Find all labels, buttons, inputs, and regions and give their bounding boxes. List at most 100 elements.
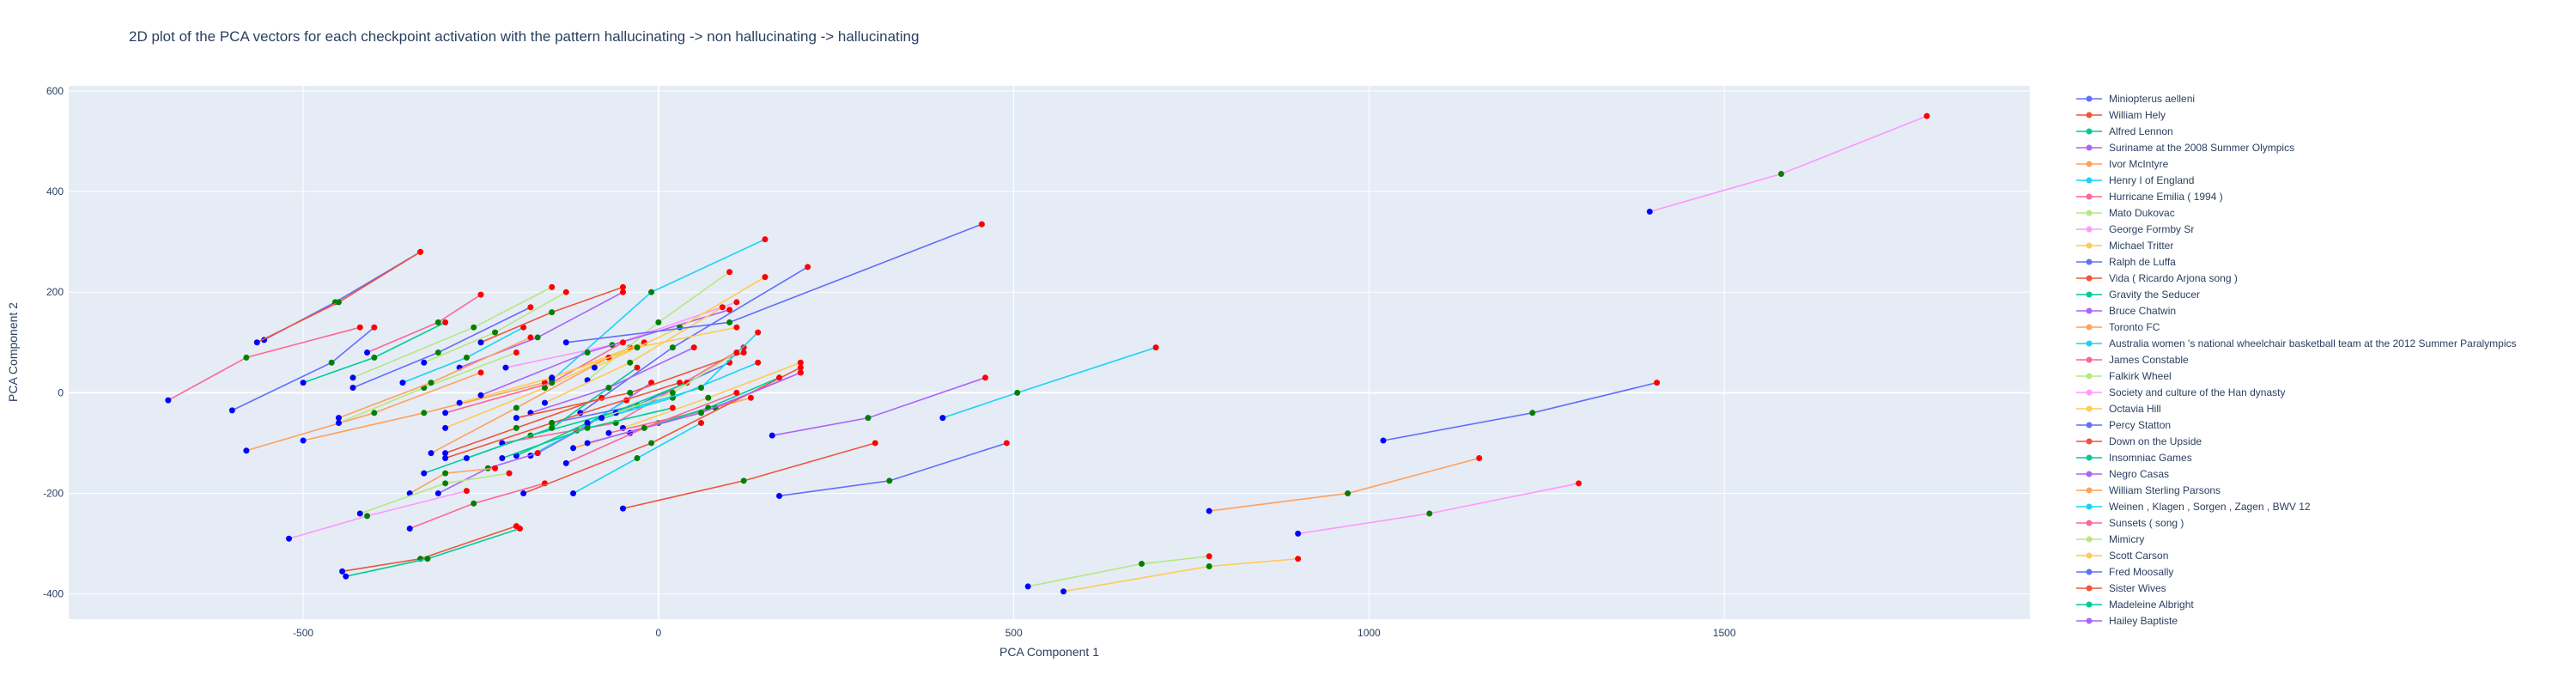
data-point[interactable] — [562, 339, 569, 346]
series-trace[interactable] — [1646, 112, 1930, 215]
data-point[interactable] — [634, 455, 641, 462]
series-trace[interactable] — [1024, 553, 1212, 590]
data-point[interactable] — [762, 274, 769, 281]
data-point[interactable] — [534, 334, 541, 341]
series-trace[interactable] — [577, 264, 811, 416]
data-point[interactable] — [442, 470, 449, 477]
data-point[interactable] — [726, 269, 733, 276]
series-trace[interactable] — [442, 339, 626, 416]
series-trace[interactable] — [349, 283, 556, 381]
data-point[interactable] — [733, 389, 740, 396]
data-point[interactable] — [570, 445, 577, 452]
legend-item[interactable]: Society and culture of the Han dynasty — [2076, 386, 2285, 398]
data-point[interactable] — [939, 415, 946, 422]
series-trace[interactable] — [499, 344, 747, 447]
legend-item[interactable]: Sunsets ( song ) — [2076, 517, 2184, 529]
data-point[interactable] — [228, 407, 235, 414]
data-point[interactable] — [1024, 583, 1031, 590]
legend-item[interactable]: Insomniac Games — [2076, 452, 2192, 464]
data-point[interactable] — [677, 324, 683, 331]
legend-item[interactable]: Down on the Upside — [2076, 435, 2202, 447]
data-point[interactable] — [516, 526, 523, 532]
legend-item[interactable]: Hurricane Emilia ( 1994 ) — [2076, 191, 2223, 203]
data-point[interactable] — [406, 526, 413, 532]
legend-item[interactable]: William Hely — [2076, 109, 2166, 121]
data-point[interactable] — [1003, 440, 1010, 447]
legend-item[interactable]: Toronto FC — [2076, 321, 2160, 333]
series-trace[interactable] — [243, 369, 484, 454]
series-trace[interactable] — [619, 359, 804, 431]
series-trace[interactable] — [1060, 556, 1302, 595]
legend-item[interactable]: Suriname at the 2008 Summer Olympics — [2076, 142, 2294, 154]
legend-item[interactable]: Scott Carson — [2076, 550, 2168, 562]
data-point[interactable] — [698, 420, 705, 427]
legend-item[interactable]: Madeleine Albright — [2076, 599, 2194, 611]
data-point[interactable] — [726, 319, 733, 325]
data-point[interactable] — [562, 289, 569, 295]
data-point[interactable] — [584, 440, 591, 447]
data-point[interactable] — [286, 535, 293, 542]
data-point[interactable] — [442, 455, 449, 462]
data-point[interactable] — [339, 568, 346, 575]
series-trace[interactable] — [335, 334, 534, 422]
data-point[interactable] — [477, 339, 484, 346]
data-point[interactable] — [549, 424, 556, 431]
data-point[interactable] — [356, 324, 363, 331]
series-trace[interactable] — [499, 404, 676, 462]
data-point[interactable] — [584, 424, 591, 431]
legend-item[interactable]: Falkirk Wheel — [2076, 370, 2172, 382]
series-trace[interactable] — [228, 324, 378, 414]
data-point[interactable] — [349, 385, 356, 392]
series-trace[interactable] — [549, 324, 740, 381]
data-point[interactable] — [349, 374, 356, 381]
data-point[interactable] — [705, 394, 712, 401]
data-point[interactable] — [300, 437, 307, 444]
data-point[interactable] — [428, 450, 434, 457]
data-point[interactable] — [513, 415, 519, 422]
data-point[interactable] — [719, 304, 726, 311]
series-trace[interactable] — [364, 291, 484, 356]
data-point[interactable] — [619, 339, 626, 346]
data-point[interactable] — [492, 465, 499, 471]
series-trace[interactable] — [562, 221, 985, 346]
data-point[interactable] — [417, 248, 424, 255]
data-point[interactable] — [605, 429, 612, 436]
series-trace[interactable] — [253, 248, 424, 346]
data-point[interactable] — [253, 339, 260, 346]
legend-item[interactable]: Henry I of England — [2076, 174, 2194, 186]
data-point[interactable] — [399, 380, 406, 386]
data-point[interactable] — [598, 415, 605, 422]
series-trace[interactable] — [776, 440, 1010, 499]
data-point[interactable] — [371, 324, 378, 331]
data-point[interactable] — [527, 304, 534, 311]
data-point[interactable] — [1777, 171, 1784, 178]
data-point[interactable] — [1206, 508, 1212, 514]
data-point[interactable] — [477, 369, 484, 376]
legend-item[interactable]: Mato Dukovac — [2076, 207, 2175, 219]
data-point[interactable] — [442, 450, 449, 457]
series-trace[interactable] — [406, 480, 548, 532]
data-point[interactable] — [506, 470, 513, 477]
series-trace[interactable] — [619, 440, 878, 512]
data-point[interactable] — [797, 369, 804, 376]
data-point[interactable] — [1529, 410, 1536, 416]
legend-item[interactable]: Ivor McIntyre — [2076, 158, 2169, 170]
data-point[interactable] — [1014, 389, 1021, 396]
data-point[interactable] — [1380, 437, 1387, 444]
data-point[interactable] — [872, 440, 878, 447]
data-point[interactable] — [300, 380, 307, 386]
data-point[interactable] — [513, 404, 519, 411]
data-point[interactable] — [1139, 561, 1145, 568]
data-point[interactable] — [442, 410, 449, 416]
data-point[interactable] — [1426, 510, 1433, 517]
data-point[interactable] — [356, 510, 363, 517]
data-point[interactable] — [619, 283, 626, 290]
data-point[interactable] — [797, 359, 804, 366]
data-point[interactable] — [740, 350, 747, 356]
data-point[interactable] — [364, 513, 371, 520]
legend[interactable]: Miniopterus aelleni William Hely Alfred Le… — [2076, 93, 2517, 627]
data-point[interactable] — [243, 354, 250, 361]
data-point[interactable] — [726, 307, 733, 313]
data-point[interactable] — [698, 385, 705, 392]
data-point[interactable] — [1576, 480, 1583, 487]
